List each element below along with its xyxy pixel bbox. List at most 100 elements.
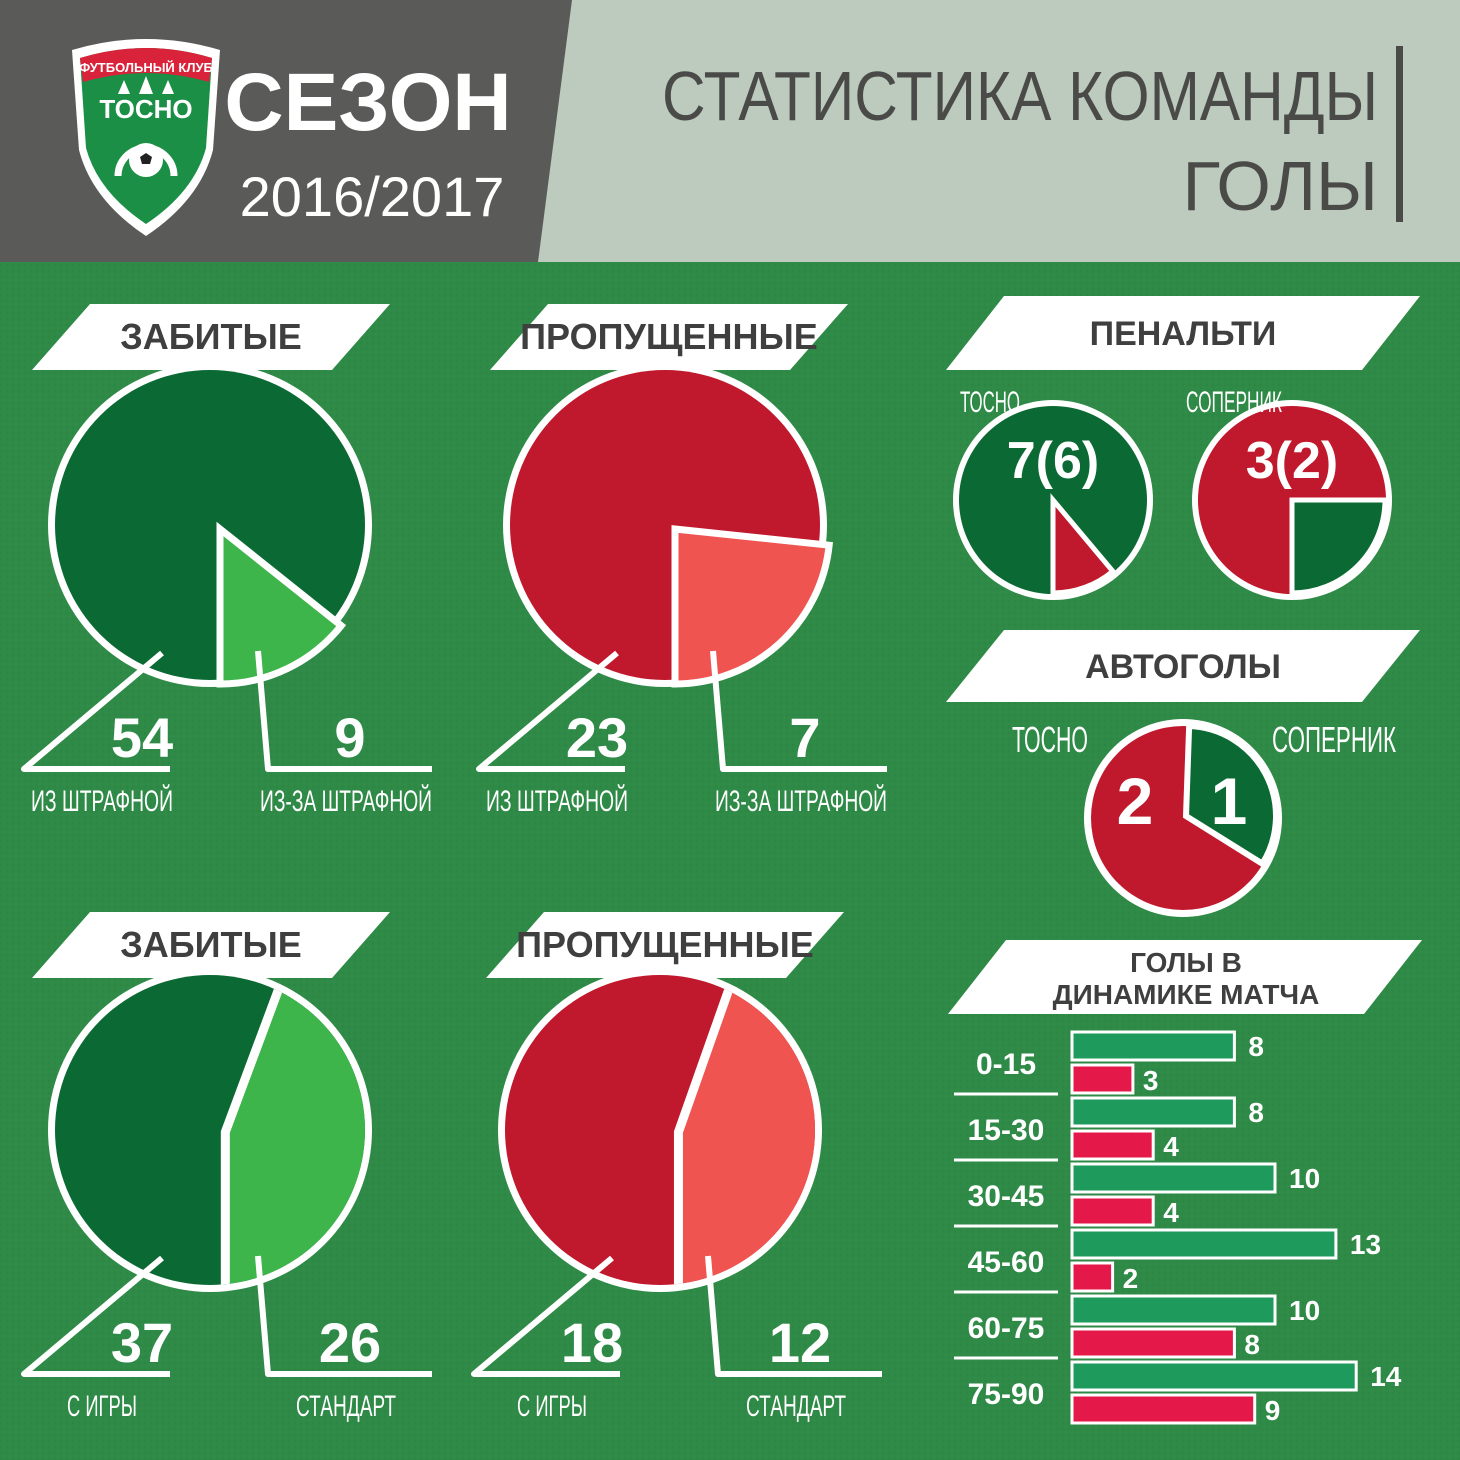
bar-conceded [1070,1327,1236,1359]
pie-chart-2: ПРОПУЩЕННЫЕ 23 7 ИЗ ШТРАФНОЙ ИЗ-ЗА ШТРАФНОЙ [476,304,887,818]
title-divider [1396,46,1403,222]
bar-scored-value: 13 [1350,1229,1381,1260]
period-row: 0-15 8 3 [976,1030,1264,1096]
pie-slice-small [216,521,347,688]
banner-title: ПРОПУЩЕННЫЕ [520,316,818,357]
banner-title: ПРОПУЩЕННЫЕ [516,924,814,965]
bar-conceded-value: 9 [1265,1395,1281,1426]
pie-slice-missed [1289,497,1388,596]
period-row: 60-75 10 8 [954,1290,1320,1360]
slice-label-left: ИЗ ШТРАФНОЙ [31,784,173,818]
bar-conceded-value: 2 [1123,1263,1139,1294]
section-banner: ЗАБИТЫЕ [32,304,390,370]
bar-scored-value: 8 [1248,1097,1264,1128]
slice-label-right: ИЗ-ЗА ШТРАФНОЙ [260,784,432,818]
pie-slice-small [671,525,833,688]
season-label: СЕЗОН [224,57,511,148]
period-label: 45-60 [968,1246,1045,1279]
bar-scored-value: 8 [1248,1031,1264,1062]
bar-scored-value: 10 [1289,1295,1320,1326]
pie-chart-1: ЗАБИТЫЕ 54 9 ИЗ ШТРАФНОЙ ИЗ-ЗА ШТРАФНОЙ [21,304,432,818]
bar-scored [1070,1030,1236,1062]
bar-scored [1070,1360,1358,1392]
slice-label-left: С ИГРЫ [517,1390,587,1423]
bar-conceded [1070,1261,1115,1293]
penalty-pie-2: 3(2) СОПЕРНИК [1186,386,1392,600]
leader-line-right [255,650,432,772]
banner-shape [948,940,1422,1014]
bar-scored [1070,1228,1338,1260]
club-logo: ФУТБОЛЬНЫЙ КЛУБ ТОСНО [72,39,220,236]
page-title-line1: СТАТИСТИКА КОМАНДЫ [662,57,1378,135]
section-banner: ПРОПУЩЕННЫЕ [490,304,848,370]
own-goals-value-opponent: 1 [1211,764,1248,838]
pie-slice-missed [1050,493,1117,596]
penalty-team-label: СОПЕРНИК [1186,386,1282,419]
club-arc-text: ФУТБОЛЬНЫЙ КЛУБ [79,60,213,75]
pie-slice-opponent [1182,722,1279,868]
leader-line-left [471,1255,620,1377]
penalty-value: 7(6) [1007,432,1099,490]
slice-label-right: ИЗ-ЗА ШТРАФНОЙ [715,784,887,818]
banner-shape [490,304,848,370]
banner-shape [486,912,844,978]
bar-conceded-value: 4 [1163,1131,1179,1162]
leader-line-left [476,650,625,772]
penalty-team-label: ТОСНО [960,386,1020,419]
tree-icon [118,80,130,94]
period-label: 75-90 [968,1378,1045,1411]
bar-scored-value: 10 [1289,1163,1320,1194]
tree-icon [162,80,174,94]
period-row: 75-90 14 9 [954,1356,1402,1426]
leader-line-right [255,1255,432,1377]
bar-scored [1070,1096,1236,1128]
slice-value-small: 7 [789,706,820,769]
period-label: 0-15 [976,1048,1036,1081]
pie-chart-4: ПРОПУЩЕННЫЕ 18 12 С ИГРЫ СТАНДАРТ [471,912,882,1423]
slice-value-large: 18 [561,1311,623,1374]
penalty-value: 3(2) [1246,432,1338,490]
bar-scored-value: 14 [1370,1361,1402,1392]
period-row: 30-45 10 4 [954,1158,1320,1228]
page-title-line2: ГОЛЫ [1182,147,1378,225]
slice-value-large: 54 [111,706,173,769]
slice-label-left: ИЗ ШТРАФНОЙ [486,784,628,818]
period-label: 30-45 [968,1180,1045,1213]
slice-value-large: 23 [566,706,628,769]
leader-line-right [710,650,887,772]
header: ФУТБОЛЬНЫЙ КЛУБ ТОСНО СЕЗОН 2016/2017 СТ… [0,0,1460,262]
bar-scored [1070,1162,1277,1194]
period-label: 60-75 [968,1312,1045,1345]
bar-conceded [1070,1393,1257,1425]
section-banner: ПРОПУЩЕННЫЕ [486,912,844,978]
pie-separator [220,975,289,1285]
banner-title-line2: ДИНАМИКЕ МАТЧА [1053,979,1320,1010]
bar-conceded [1070,1129,1155,1161]
pie-chart-3: ЗАБИТЫЕ 37 26 С ИГРЫ СТАНДАРТ [21,912,432,1423]
own-goals-label-opponent: СОПЕРНИК [1272,719,1396,760]
leader-line-right [705,1255,882,1377]
section-banner: ПЕНАЛЬТИ [946,296,1420,370]
bar-conceded [1070,1195,1155,1227]
banner-shape [32,912,390,978]
banner-title: ПЕНАЛЬТИ [1090,315,1277,353]
section-banner: АВТОГОЛЫ [946,630,1420,702]
period-label: 15-30 [968,1114,1045,1147]
own-goals-value-tosno: 2 [1117,764,1154,838]
period-row: 45-60 13 2 [954,1224,1381,1294]
banner-title: ЗАБИТЫЕ [120,924,302,965]
pie-separator [673,975,739,1285]
bar-conceded-value: 4 [1163,1197,1179,1228]
bar-conceded [1070,1063,1135,1095]
club-name: ТОСНО [99,94,192,124]
slice-label-left: С ИГРЫ [67,1390,137,1423]
banner-shape [946,296,1420,370]
banner-shape [32,304,390,370]
period-row: 15-30 8 4 [954,1092,1264,1162]
slice-label-right: СТАНДАРТ [296,1390,396,1423]
